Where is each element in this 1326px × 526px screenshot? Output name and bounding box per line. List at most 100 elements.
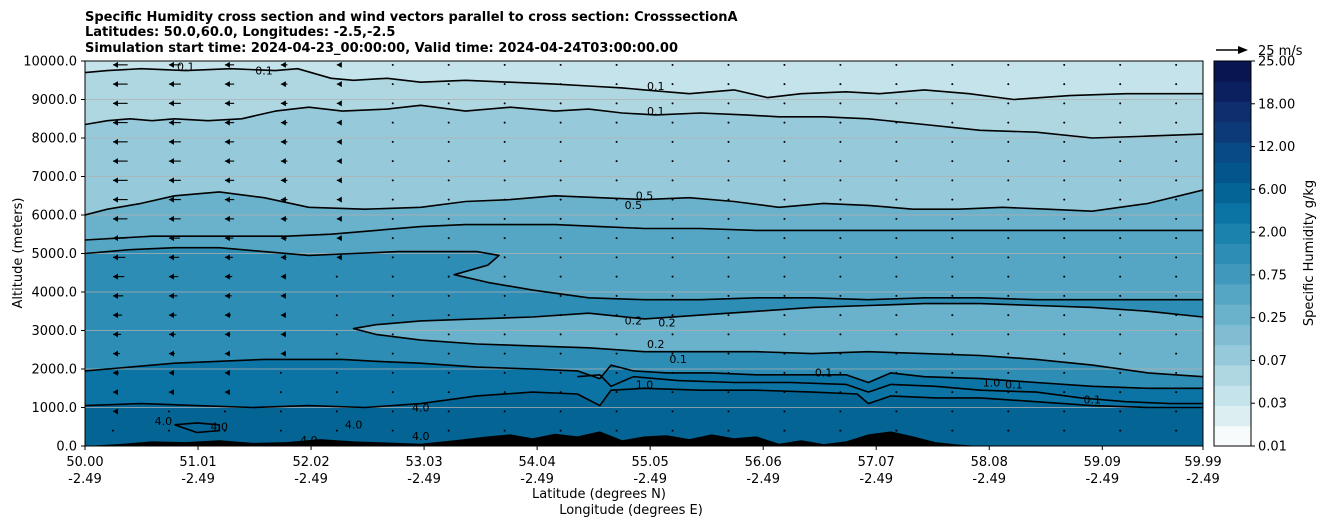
wind-vector-head-59 <box>224 61 230 68</box>
x-tick-lon-label-7: -2.49 <box>859 472 893 487</box>
wind-vector-head-94 <box>336 158 342 165</box>
wind-vector-159 <box>503 63 506 66</box>
wind-vector-288 <box>895 275 898 278</box>
colorbar-tick-label-5: 2.00 <box>1258 226 1287 241</box>
contour-labels: 0.1 0.1 0.1 0.1 0.50.5 0.2 0.2 0.2 0.1 1.0 4.0 4.0 4… <box>155 61 1101 446</box>
y-axis: 0.0 1000.0 2000.0 3000.0 4000.0 5000.0 6000.0 7… <box>23 55 85 455</box>
wind-vector-head-91 <box>336 215 342 222</box>
wind-vector-320 <box>1007 429 1010 432</box>
wind-vector-386 <box>1175 314 1178 317</box>
chart-title-line-1: Specific Humidity cross section and wind… <box>85 10 738 25</box>
x-tick-lon-label-9: -2.49 <box>1085 472 1119 487</box>
wind-vector-175 <box>559 140 562 143</box>
wind-vector-391 <box>1175 217 1178 220</box>
wind-vector-289 <box>895 256 898 259</box>
wind-vector-360 <box>1119 429 1122 432</box>
contour-label-14: 4.0 <box>345 419 363 432</box>
wind-vector-head-16 <box>112 119 118 126</box>
wind-vector-216 <box>671 121 674 124</box>
wind-vector-299 <box>895 63 898 66</box>
colorbar-label: Specific Humidity g/kg <box>1302 180 1317 326</box>
wind-vector-383 <box>1175 371 1178 374</box>
wind-vector-222 <box>727 391 730 394</box>
wind-vector-165 <box>559 333 562 336</box>
wind-vector-263 <box>839 371 842 374</box>
wind-vector-346 <box>1063 314 1066 317</box>
wind-vector-head-29 <box>168 254 174 261</box>
wind-vector-284 <box>895 352 898 355</box>
wind-vector-398 <box>1175 83 1178 86</box>
wind-vector-333 <box>1007 179 1010 182</box>
wind-vector-198 <box>615 83 618 86</box>
wind-vector-head-31 <box>168 215 174 222</box>
wind-vector-367 <box>1119 294 1122 297</box>
contour-label-18: 0.1 <box>1005 378 1023 391</box>
wind-vector-head-9 <box>112 254 118 261</box>
wind-vector-173 <box>559 179 562 182</box>
quiver-key: 25 m/s <box>1216 44 1303 59</box>
wind-vector-87 <box>335 294 338 297</box>
wind-vector-head-97 <box>336 100 342 107</box>
x-tick-lat-label-10: 59.99 <box>1184 455 1221 470</box>
wind-vector-head-66 <box>280 312 286 319</box>
colorbar-segment-18 <box>1214 61 1251 82</box>
chart-title-line-3: Simulation start time: 2024-04-23_00:00:… <box>85 41 678 56</box>
wind-vector-129 <box>447 256 450 259</box>
wind-vector-358 <box>1063 83 1066 86</box>
wind-vector-273 <box>839 179 842 182</box>
x-tick-lon-label-3: -2.49 <box>407 472 441 487</box>
wind-vector-397 <box>1175 102 1178 105</box>
contour-0.1-1 <box>85 104 1203 139</box>
wind-vector-122 <box>447 391 450 394</box>
wind-vector-head-18 <box>112 81 118 88</box>
wind-vector-head-14 <box>112 158 118 165</box>
wind-vector-176 <box>559 121 562 124</box>
wind-vector-head-52 <box>224 196 230 203</box>
wind-vector-276 <box>839 121 842 124</box>
colorbar-tick-label-6: 6.00 <box>1258 183 1287 198</box>
wind-vector-157 <box>503 102 506 105</box>
wind-vector-247 <box>783 294 786 297</box>
wind-vector-101 <box>391 410 394 413</box>
wind-vector-136 <box>447 121 450 124</box>
wind-vector-63 <box>279 371 282 374</box>
y-tick-label-5: 5000.0 <box>32 247 78 262</box>
wind-vector-152 <box>503 198 506 201</box>
x-tick-lat-label-7: 57.07 <box>858 455 895 470</box>
wind-vector-384 <box>1175 352 1178 355</box>
wind-vector-381 <box>1175 410 1178 413</box>
wind-vector-135 <box>447 140 450 143</box>
wind-vector-351 <box>1063 217 1066 220</box>
wind-vector-380 <box>1175 429 1178 432</box>
wind-vector-297 <box>895 102 898 105</box>
colorbar <box>1214 61 1251 447</box>
wind-vector-head-26 <box>168 312 174 319</box>
wind-vector-224 <box>727 352 730 355</box>
wind-vector-274 <box>839 160 842 163</box>
colorbar-segment-16 <box>1214 101 1251 123</box>
wind-vector-head-12 <box>112 196 118 203</box>
wind-vector-head-4 <box>112 350 118 357</box>
wind-vector-80 <box>335 429 338 432</box>
wind-vector-219 <box>671 63 674 66</box>
wind-vector-head-54 <box>224 158 230 165</box>
wind-vector-184 <box>615 352 618 355</box>
wind-vector-259 <box>783 63 786 66</box>
wind-vector-196 <box>615 121 618 124</box>
wind-vector-118 <box>391 83 394 86</box>
wind-vector-214 <box>671 160 674 163</box>
wind-vector-364 <box>1119 352 1122 355</box>
quiver-key-arrowhead <box>1238 46 1248 54</box>
wind-vector-head-5 <box>112 331 118 338</box>
wind-vector-84 <box>335 352 338 355</box>
colorbar-tick-label-3: 0.25 <box>1258 311 1287 326</box>
wind-vector-151 <box>503 217 506 220</box>
contour-1.0-7 <box>85 387 1203 409</box>
x-tick-lat-label-8: 58.08 <box>971 455 1008 470</box>
wind-vector-204 <box>671 352 674 355</box>
wind-vector-153 <box>503 179 506 182</box>
wind-vector-277 <box>839 102 842 105</box>
wind-vectors <box>111 61 1178 432</box>
x-tick-lat-label-4: 54.04 <box>519 455 556 470</box>
y-tick-label-10: 10000.0 <box>23 55 77 70</box>
